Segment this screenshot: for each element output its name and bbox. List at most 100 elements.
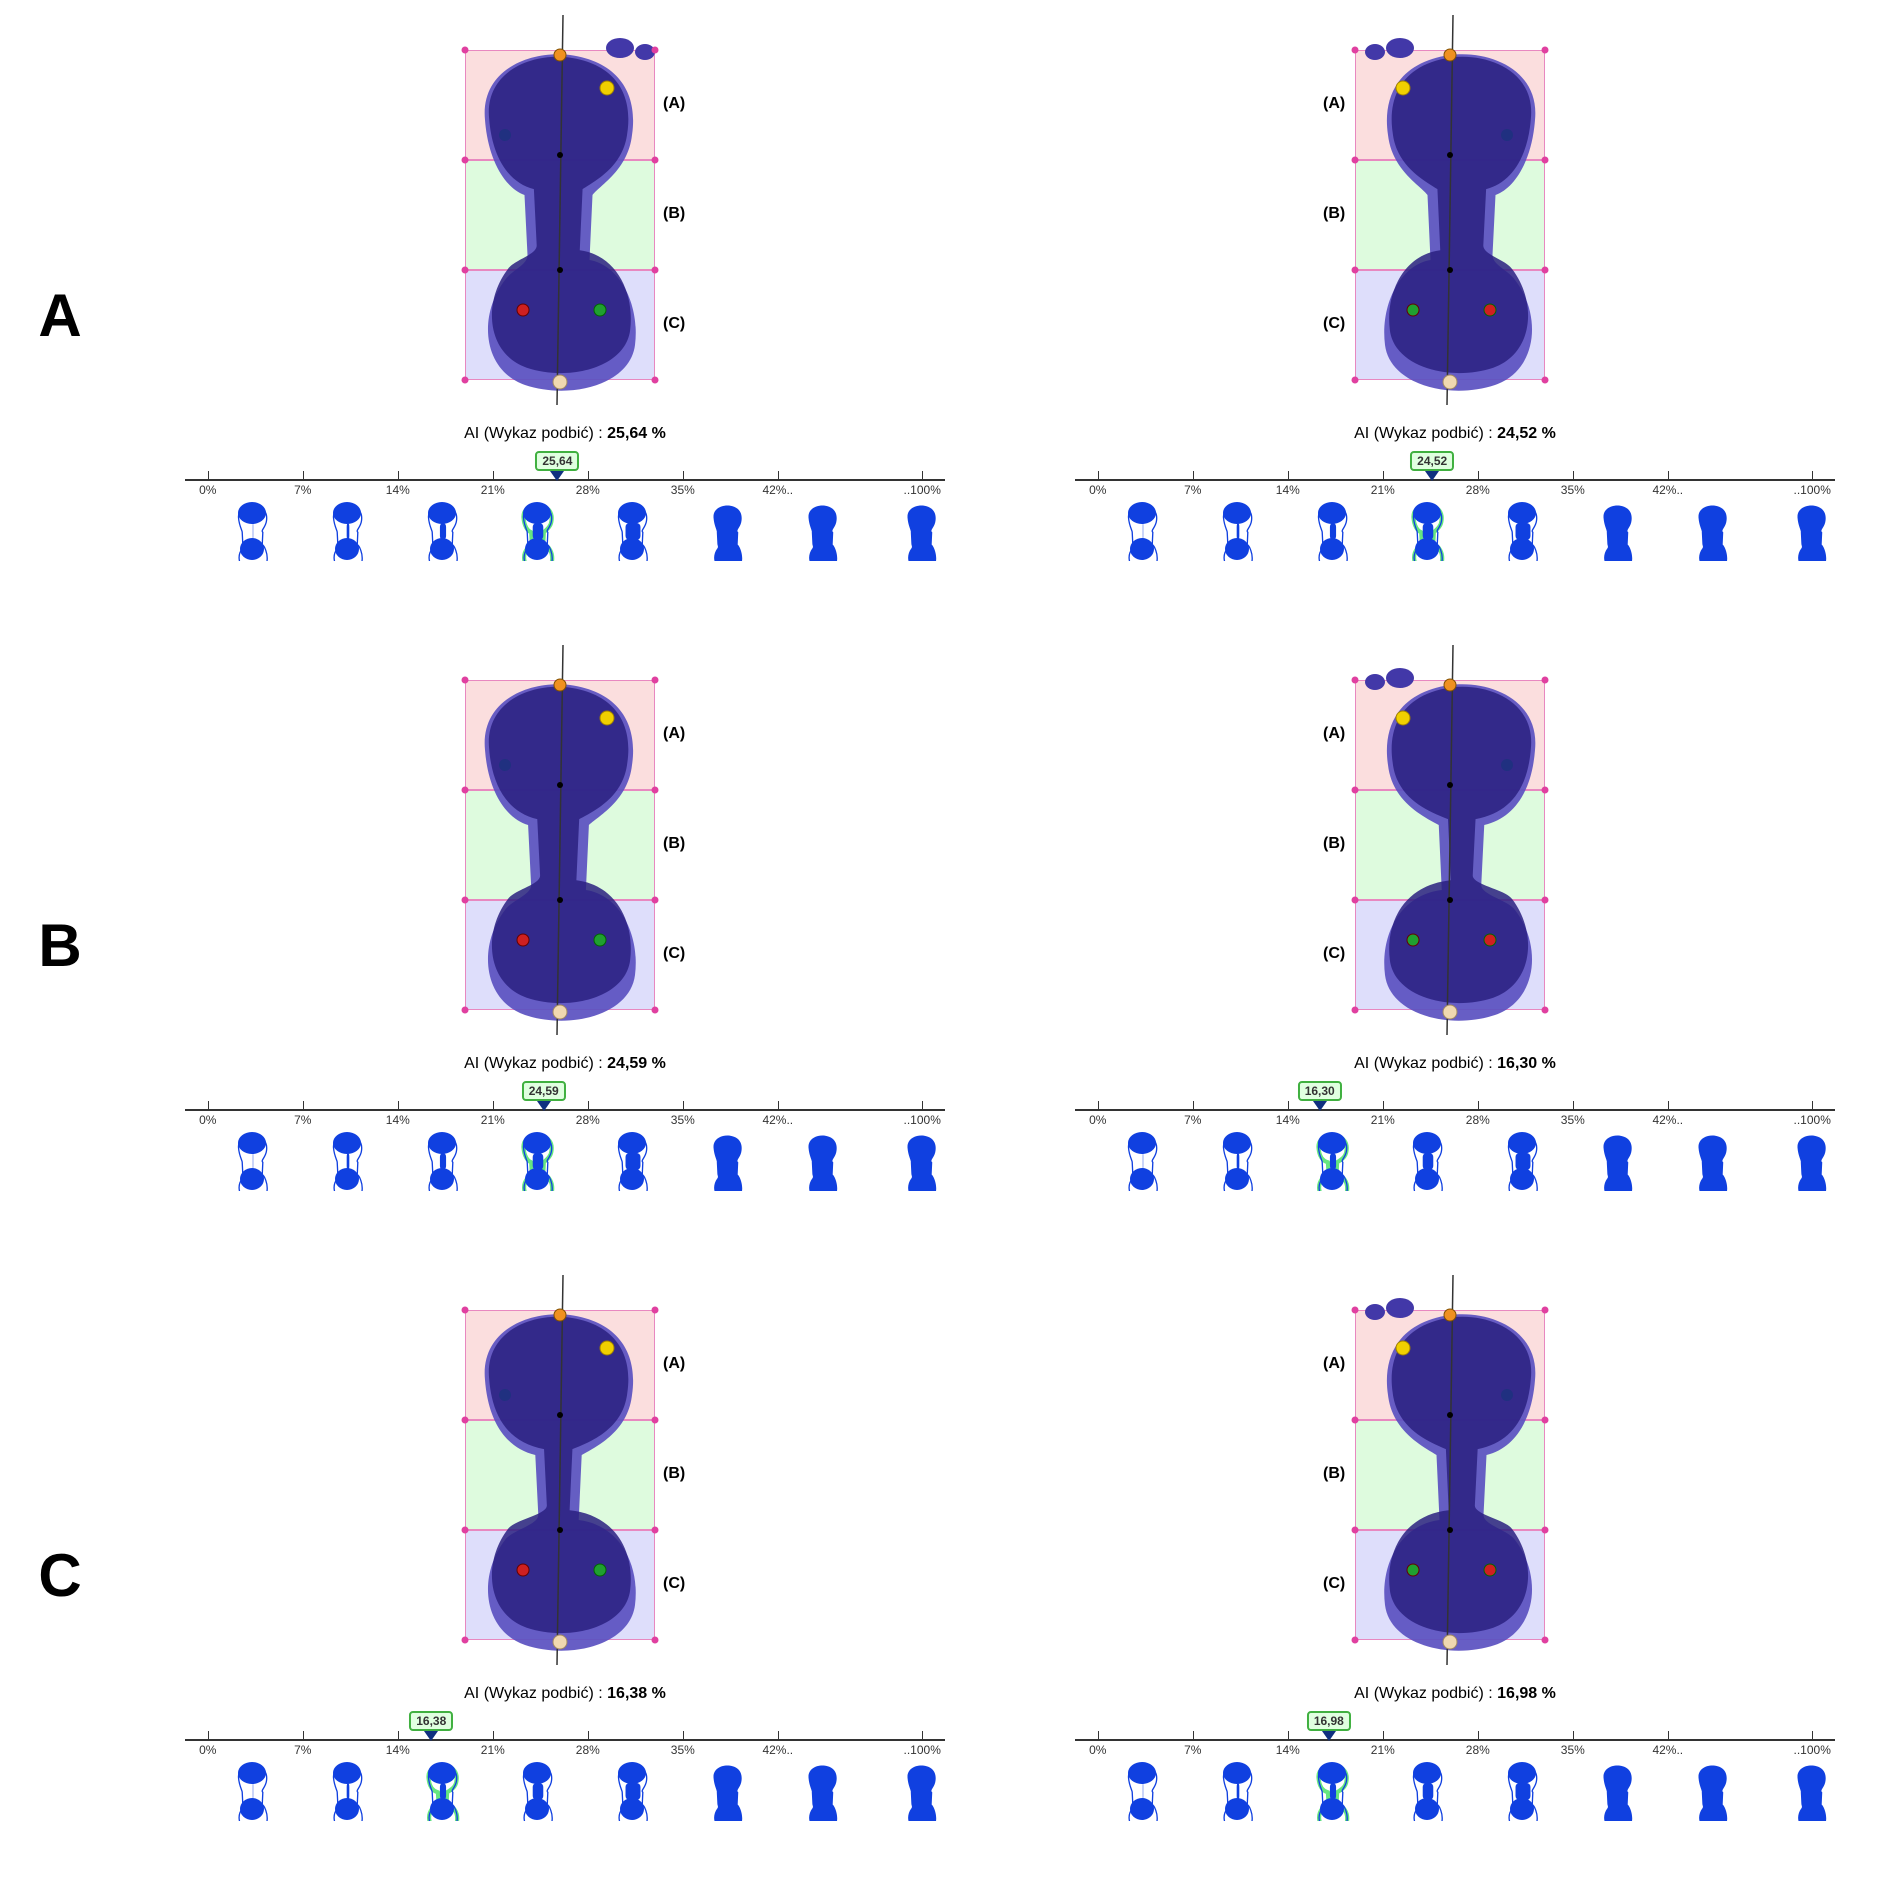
tick-label: ..100%	[904, 1743, 941, 1757]
arch-type-icon	[1789, 1129, 1835, 1191]
ai-value: 16,38	[607, 1685, 647, 1702]
tick	[1383, 1731, 1384, 1741]
tick	[922, 1731, 923, 1741]
tick	[588, 1731, 589, 1741]
arch-type-icon	[800, 1759, 846, 1821]
scale-axis	[1075, 1109, 1835, 1111]
foot-area: (A)(B)(C)	[405, 1270, 725, 1670]
arch-type-icon	[420, 1129, 466, 1191]
ai-caption: AI (Wykaz podbić) : 24,52 %	[1354, 425, 1556, 443]
arch-type-icon	[1595, 1759, 1641, 1821]
arch-type-icon	[1690, 499, 1736, 561]
tick-label: 42%..	[1652, 1113, 1683, 1127]
tick	[683, 471, 684, 481]
tick-label: 14%	[386, 483, 410, 497]
ai-marker-arrow-icon	[550, 471, 564, 481]
footprint-svg	[405, 1270, 725, 1670]
arch-type-icon	[610, 499, 656, 561]
arch-type-icon	[325, 499, 371, 561]
ai-value: 24,59	[607, 1055, 647, 1072]
tick-label: 28%	[576, 1743, 600, 1757]
tick	[588, 471, 589, 481]
ai-value: 16,30	[1497, 1055, 1537, 1072]
row-label: C	[0, 1541, 120, 1610]
footprint-svg	[1295, 640, 1615, 1040]
ai-value: 25,64	[607, 425, 647, 442]
row-a: A(A)(B)(C) AI (Wykaz podbić) : 25,64 %25…	[0, 0, 1900, 630]
tick-label: 14%	[1276, 483, 1300, 497]
arch-type-icon	[610, 1759, 656, 1821]
ai-caption: AI (Wykaz podbić) : 16,38 %	[464, 1685, 666, 1703]
tick	[1098, 471, 1099, 481]
tick-label: 7%	[1184, 1743, 1201, 1757]
tick-label: 35%	[671, 1113, 695, 1127]
tick-label: 0%	[1089, 1113, 1106, 1127]
ai-marker-arrow-icon	[424, 1731, 438, 1741]
ai-suffix: %	[1537, 1685, 1556, 1702]
ai-caption: AI (Wykaz podbić) : 25,64 %	[464, 425, 666, 443]
tick-label: 35%	[1561, 1113, 1585, 1127]
ai-value: 24,52	[1497, 425, 1537, 442]
scale-icons	[185, 499, 945, 563]
arch-type-icon	[1789, 499, 1835, 561]
arch-type-icon	[230, 499, 276, 561]
tick-label: 28%	[576, 1113, 600, 1127]
tick	[778, 1731, 779, 1741]
tick-label: 7%	[294, 483, 311, 497]
tick	[493, 471, 494, 481]
tick-label: 21%	[1371, 1743, 1395, 1757]
tick-label: 21%	[1371, 483, 1395, 497]
arch-type-icon	[325, 1759, 371, 1821]
scale-icons	[185, 1129, 945, 1193]
tick	[588, 1101, 589, 1111]
tick-label: 14%	[1276, 1113, 1300, 1127]
tick	[1573, 1101, 1574, 1111]
tick-label: 0%	[199, 1113, 216, 1127]
arch-type-icon	[420, 1759, 466, 1821]
tick	[1812, 1101, 1813, 1111]
panel-left: (A)(B)(C) AI (Wykaz podbić) : 16,38 %16,…	[120, 1260, 1010, 1890]
ai-marker: 16,38	[409, 1711, 453, 1731]
scale-axis	[1075, 479, 1835, 481]
arch-type-icon	[1690, 1129, 1736, 1191]
arch-type-icon	[705, 499, 751, 561]
panels: (A)(B)(C) AI (Wykaz podbić) : 24,59 %24,…	[120, 630, 1900, 1260]
ai-prefix: AI (Wykaz podbić) :	[464, 425, 607, 442]
arch-type-icon	[1500, 1759, 1546, 1821]
tick	[778, 1101, 779, 1111]
tick-label: 42%..	[762, 483, 793, 497]
panel-left: (A)(B)(C) AI (Wykaz podbić) : 25,64 %25,…	[120, 0, 1010, 630]
tick-label: ..100%	[1794, 1743, 1831, 1757]
arch-type-icon	[800, 499, 846, 561]
foot-area: (A)(B)(C)	[1295, 1270, 1615, 1670]
ai-caption: AI (Wykaz podbić) : 16,98 %	[1354, 1685, 1556, 1703]
ai-marker-arrow-icon	[1425, 471, 1439, 481]
scale-icons	[1075, 499, 1835, 563]
tick-label: 21%	[481, 1743, 505, 1757]
ai-prefix: AI (Wykaz podbić) :	[464, 1685, 607, 1702]
tick	[1573, 1731, 1574, 1741]
tick	[398, 471, 399, 481]
tick	[1668, 1731, 1669, 1741]
panel-left: (A)(B)(C) AI (Wykaz podbić) : 24,59 %24,…	[120, 630, 1010, 1260]
tick	[683, 1101, 684, 1111]
ai-marker: 24,59	[522, 1081, 566, 1101]
arch-type-icon	[899, 499, 945, 561]
tick-label: 0%	[1089, 1743, 1106, 1757]
arch-type-icon	[899, 1129, 945, 1191]
tick-label: 0%	[199, 483, 216, 497]
tick	[303, 1101, 304, 1111]
ai-suffix: %	[1537, 1055, 1556, 1072]
arch-index-scale: 16,980%7%14%21%28%35%42%....100%	[1075, 1709, 1835, 1829]
tick-label: 7%	[1184, 483, 1201, 497]
scale-axis	[185, 479, 945, 481]
footprint-svg	[1295, 10, 1615, 410]
arch-type-icon	[1405, 499, 1451, 561]
tick	[303, 471, 304, 481]
row-c: C(A)(B)(C) AI (Wykaz podbić) : 16,38 %16…	[0, 1260, 1900, 1890]
arch-type-icon	[1215, 499, 1261, 561]
tick-label: 14%	[1276, 1743, 1300, 1757]
tick	[1478, 1101, 1479, 1111]
scale-icons	[185, 1759, 945, 1823]
tick	[303, 1731, 304, 1741]
